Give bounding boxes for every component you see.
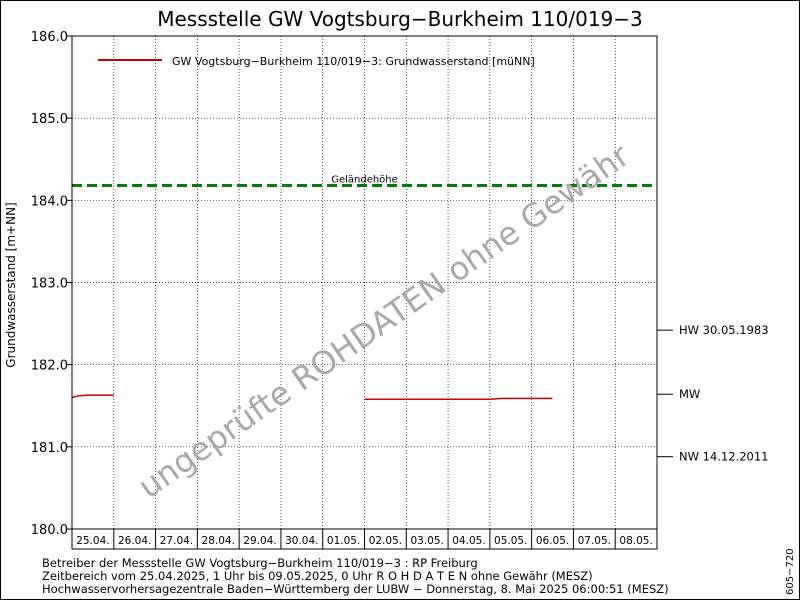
reference-lines: Geländehöhe [72,175,657,188]
x-tick-label: 25.04. [76,535,109,547]
x-tick-label: 26.04. [118,535,151,547]
footer-line-2: Zeitbereich vom 25.04.2025, 1 Uhr bis 09… [42,569,593,583]
series-layer [71,394,553,400]
x-tick-label: 05.05. [494,535,527,547]
x-tick-label: 02.05. [369,535,402,547]
y-tick-label: 186.0 [31,30,68,45]
y-tick-label: 181.0 [31,441,68,456]
y-tick-label: 182.0 [31,359,68,374]
x-tick-label: 27.04. [160,535,193,547]
series-0-segment-0 [71,394,114,399]
x-tick-label: 30.04. [285,535,318,547]
right-marker-label: HW 30.05.1983 [679,323,769,337]
x-tick-label: 08.05. [619,535,652,547]
x-tick-label: 07.05. [578,535,611,547]
right-marker-label: NW 14.12.2011 [679,450,768,464]
y-tick-label: 183.0 [31,277,68,292]
y-tick-label: 185.0 [31,112,68,127]
right-markers: HW 30.05.1983 MW NW 14.12.2011 [657,323,769,464]
x-tick-label: 29.04. [243,535,276,547]
legend-entry: GW Vogtsburg−Burkheim 110/019−3: Grundwa… [172,55,535,68]
legend: GW Vogtsburg−Burkheim 110/019−3: Grundwa… [98,55,535,68]
x-tick-label: 06.05. [536,535,569,547]
y-axis-label: Grundwasserstand [m+NN] [4,202,18,367]
series-0-segment-1 [364,397,553,400]
x-tick-label: 03.05. [410,535,443,547]
chart-title: Messstelle GW Vogtsburg−Burkheim 110/019… [157,7,643,31]
y-tick-label: 180.0 [31,523,68,538]
grid-lines [72,36,657,529]
footer-line-1: Betreiber der Messstelle GW Vogtsburg−Bu… [42,556,478,570]
right-marker-label: MW [679,387,700,401]
x-tick-label: 01.05. [327,535,360,547]
x-tick-label: 04.05. [452,535,485,547]
footer-line-3: Hochwasservorhersagezentrale Baden−Württ… [42,582,669,596]
x-axis: 25.04. 26.04. 27.04. 28.04. 29.04. 30.04. 01.0… [76,529,653,549]
x-tick-label: 28.04. [202,535,235,547]
y-axis: 180.0 181.0 182.0 183.0 184.0 185.0 186.0 [31,30,72,538]
y-tick-label: 184.0 [31,194,68,209]
reference-line-label: Geländehöhe [331,175,398,186]
side-code: 605−720 [785,548,796,595]
